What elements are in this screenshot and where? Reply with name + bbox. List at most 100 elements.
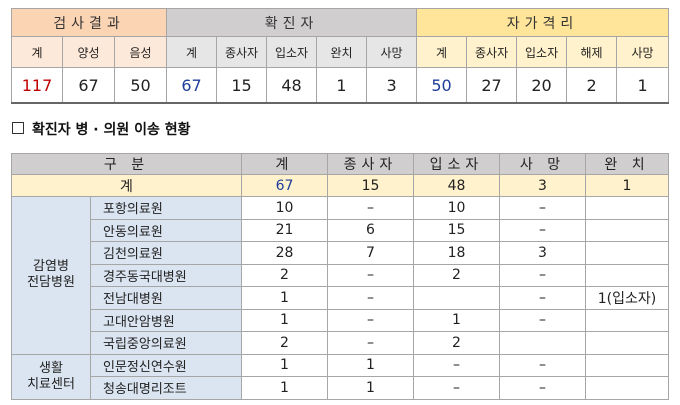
hospital-name: 김천의료원 bbox=[90, 241, 242, 265]
transfer-body: 감염병 전담병원 포항의료원 10–10– 안동의료원 21 6 15– 김천의료원 28 7 18 3… bbox=[11, 196, 669, 400]
sub-header: 음성 bbox=[113, 36, 168, 68]
table-row: 생활 치료센터 인문정신연수원 1 1– – bbox=[11, 353, 669, 400]
hospital-name: 국립중앙의료원 bbox=[90, 331, 242, 355]
value-cell: 20 bbox=[516, 67, 568, 104]
value-cell: 2 bbox=[566, 67, 618, 104]
value-cell: 117 bbox=[11, 67, 63, 104]
group-header-confirmed: 확진자 bbox=[166, 8, 418, 37]
sub-header: 해제 bbox=[566, 36, 618, 68]
header-staff: 종사자 bbox=[327, 153, 414, 175]
sub-header: 종사자 bbox=[216, 36, 268, 68]
value-cell bbox=[585, 331, 669, 355]
table-row: 경주동국대병원 2–2– bbox=[12, 263, 669, 287]
value-cell bbox=[585, 218, 669, 242]
value-cell: 28 bbox=[241, 241, 328, 265]
section-title: 확진자 병 · 의원 이송 현황 bbox=[12, 119, 191, 139]
table-row: 청송대명리조트 1 1– – bbox=[12, 376, 669, 400]
total-label: 계 bbox=[11, 174, 242, 197]
value-cell: – bbox=[499, 308, 586, 332]
header-deaths: 사 망 bbox=[499, 153, 586, 175]
hospital-name: 청송대명리조트 bbox=[90, 376, 242, 400]
value-cell: 7 bbox=[327, 241, 414, 265]
value-cell: 50 bbox=[416, 67, 468, 104]
value-cell: 2 bbox=[241, 263, 328, 287]
hospital-name: 경주동국대병원 bbox=[90, 263, 242, 287]
value-cell: 1 bbox=[616, 67, 670, 104]
value-cell: 67 bbox=[62, 67, 115, 104]
value-cell: 21 bbox=[241, 218, 328, 242]
value-cell bbox=[585, 353, 669, 377]
value-cell bbox=[413, 286, 500, 310]
value-cell: 10 bbox=[241, 196, 328, 220]
value-cell: 50 bbox=[113, 67, 168, 104]
value-cell: 1 bbox=[241, 286, 328, 310]
section-title-text: 확진자 병 · 의원 이송 현황 bbox=[32, 122, 191, 138]
value-cell bbox=[585, 308, 669, 332]
value-cell: – bbox=[327, 196, 414, 220]
value-cell: – bbox=[499, 353, 586, 377]
table-row: 국립중앙의료원 2–2 bbox=[12, 331, 669, 355]
value-cell: 1 bbox=[413, 308, 500, 332]
table-row: 전남대병원 1– –1(입소자) bbox=[12, 286, 669, 310]
value-cell: – bbox=[413, 376, 500, 400]
value-cell: 1 bbox=[327, 353, 414, 377]
hospital-name: 포항의료원 bbox=[90, 196, 242, 220]
checkbox-square-icon bbox=[12, 122, 24, 134]
value-cell bbox=[585, 241, 669, 265]
value-cell: 15 bbox=[413, 218, 500, 242]
total-cell: 48 bbox=[413, 174, 500, 197]
table-row: 감염병 전담병원 포항의료원 10–10– bbox=[11, 196, 669, 355]
value-cell: 27 bbox=[466, 67, 518, 104]
table-row: 고대안암병원 1–1– bbox=[12, 308, 669, 332]
value-cell: – bbox=[327, 331, 414, 355]
sub-header: 계 bbox=[166, 36, 218, 68]
category-label: 생활 치료센터 bbox=[11, 353, 91, 400]
value-cell: – bbox=[499, 286, 586, 310]
value-cell: 18 bbox=[413, 241, 500, 265]
value-cell bbox=[585, 263, 669, 287]
value-cell: 3 bbox=[499, 241, 586, 265]
table-row: 김천의료원 28 7 18 3 bbox=[12, 241, 669, 265]
sub-header: 계 bbox=[416, 36, 468, 68]
value-cell: – bbox=[327, 286, 414, 310]
value-cell: – bbox=[327, 308, 414, 332]
hospital-name: 안동의료원 bbox=[90, 218, 242, 242]
value-cell: 6 bbox=[327, 218, 414, 242]
sub-header: 완치 bbox=[316, 36, 368, 68]
value-cell: 2 bbox=[413, 263, 500, 287]
header-total: 계 bbox=[241, 153, 328, 175]
value-cell: 67 bbox=[166, 67, 218, 104]
test-summary-table: 검사결과 확진자 자가격리 계 양성 음성 계 종사자 입소자 완치 사망 계 … bbox=[10, 8, 670, 104]
value-cell: 1 bbox=[241, 353, 328, 377]
value-cell: 48 bbox=[266, 67, 318, 104]
header-category: 구 분 bbox=[11, 153, 242, 175]
value-cell: – bbox=[499, 376, 586, 400]
value-cell: – bbox=[499, 196, 586, 220]
total-cell: 67 bbox=[241, 174, 328, 197]
sub-header: 입소자 bbox=[266, 36, 318, 68]
sub-header: 입소자 bbox=[516, 36, 568, 68]
value-cell: – bbox=[499, 218, 586, 242]
value-cell bbox=[585, 376, 669, 400]
value-cell: 1(입소자) bbox=[585, 286, 669, 310]
value-cell: 10 bbox=[413, 196, 500, 220]
hospital-name: 고대안암병원 bbox=[90, 308, 242, 332]
transfer-status-table: 구 분 계 종사자 입소자 사 망 완 치 계 67 15 48 3 1 감염병… bbox=[11, 153, 669, 400]
header-residents: 입소자 bbox=[413, 153, 500, 175]
value-cell bbox=[585, 196, 669, 220]
hospital-name: 인문정신연수원 bbox=[90, 353, 242, 377]
value-cell: – bbox=[499, 263, 586, 287]
value-cell: – bbox=[413, 353, 500, 377]
sub-header: 양성 bbox=[62, 36, 115, 68]
hospital-name: 전남대병원 bbox=[90, 286, 242, 310]
value-cell: 1 bbox=[327, 376, 414, 400]
total-cell: 3 bbox=[499, 174, 586, 197]
category-label: 감염병 전담병원 bbox=[11, 196, 91, 355]
header-recovered: 완 치 bbox=[585, 153, 669, 175]
value-cell: 15 bbox=[216, 67, 268, 104]
sub-header: 사망 bbox=[616, 36, 670, 68]
value-cell: 3 bbox=[366, 67, 418, 104]
value-cell: 2 bbox=[241, 331, 328, 355]
group-header-test-results: 검사결과 bbox=[10, 8, 168, 37]
total-cell: 1 bbox=[585, 174, 669, 197]
